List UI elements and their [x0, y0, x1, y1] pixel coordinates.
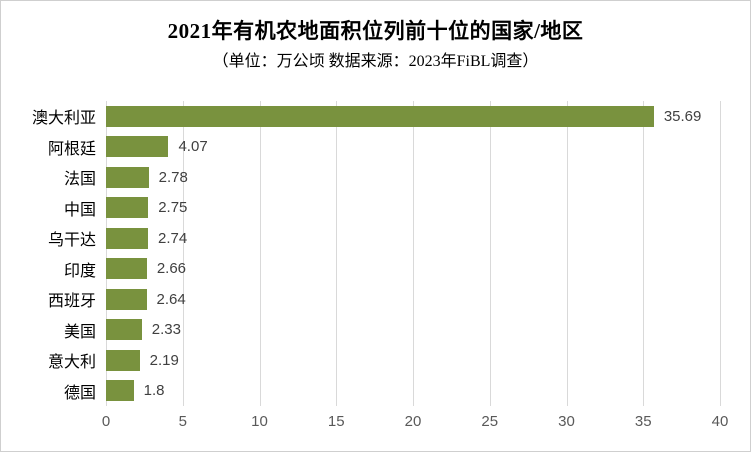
- value-label: 2.75: [158, 199, 188, 217]
- gridline: [336, 101, 338, 406]
- plot-area: 35.69 4.07 2.78 2.75 2.74 2.66 2.64 2.33 2.19 1.8: [106, 101, 721, 406]
- value-axis: 0 5 10 15 20 25 30 35 40: [102, 413, 729, 433]
- gridline: [489, 101, 491, 406]
- gridline: [413, 101, 414, 406]
- gridline: [643, 101, 645, 406]
- x-tick-label: 20: [404, 413, 422, 430]
- x-tick-label: 40: [711, 413, 729, 430]
- bar: [106, 227, 149, 249]
- bar-row: 2.66: [106, 254, 720, 285]
- bar-row: 2.78: [106, 162, 720, 193]
- value-label: 35.69: [663, 107, 702, 125]
- bar: [106, 197, 149, 219]
- bar-row: 1.8: [106, 376, 720, 407]
- gridline: [720, 101, 721, 406]
- value-label: 4.07: [178, 138, 208, 156]
- value-label: 2.66: [156, 260, 187, 278]
- bar: [106, 105, 654, 127]
- bar-row: 2.33: [106, 315, 720, 346]
- category-label: 印度: [63, 262, 96, 280]
- value-label: 2.19: [149, 351, 179, 369]
- value-label: 2.74: [158, 229, 188, 247]
- category-label: 西班牙: [47, 293, 96, 311]
- category-label: 阿根廷: [47, 140, 96, 158]
- category-label: 美国: [63, 323, 96, 341]
- bar: [106, 319, 142, 341]
- gridline: [106, 101, 107, 406]
- bar: [106, 288, 147, 310]
- category-label: 法国: [63, 171, 96, 189]
- category-label: 中国: [63, 201, 96, 219]
- bar-row: 2.19: [106, 345, 720, 376]
- bar: [106, 136, 169, 158]
- bar-row: 2.64: [106, 284, 720, 315]
- chart-title: 2021年有机农地面积位列前十位的国家/地区: [167, 19, 584, 43]
- category-label: 意大利: [47, 354, 96, 372]
- bar: [106, 258, 147, 280]
- bar-row: 4.07: [106, 132, 720, 163]
- category-axis: 澳大利亚阿根廷法国中国乌干达印度西班牙美国意大利德国: [1, 101, 96, 406]
- value-label: 2.78: [158, 168, 188, 186]
- x-tick-label: 35: [634, 413, 652, 430]
- x-tick-label: 0: [101, 413, 111, 430]
- bar: [106, 349, 140, 371]
- value-label: 1.8: [143, 382, 165, 400]
- x-tick-label: 25: [481, 413, 499, 430]
- bar-row: 2.75: [106, 193, 720, 224]
- value-label: 2.33: [151, 321, 181, 339]
- x-tick-label: 30: [558, 413, 575, 430]
- x-tick-label: 10: [251, 413, 268, 430]
- bar: [106, 166, 149, 188]
- bar-row: 35.69: [106, 101, 720, 132]
- gridline: [566, 101, 568, 406]
- gridline: [182, 101, 184, 406]
- category-label: 乌干达: [47, 232, 96, 250]
- bar-rows: 35.69 4.07 2.78 2.75 2.74 2.66 2.64 2.33 2.19 1.8: [106, 101, 720, 406]
- chart-subtitle: （单位：万公顷 数据来源：2023年FiBL调查）: [212, 53, 539, 70]
- bar: [106, 380, 134, 402]
- x-tick-label: 5: [178, 413, 187, 430]
- category-label: 澳大利亚: [31, 110, 96, 128]
- bar-row: 2.74: [106, 223, 720, 254]
- category-label: 德国: [63, 384, 96, 402]
- gridline: [259, 101, 261, 406]
- x-tick-label: 15: [327, 413, 345, 430]
- value-label: 2.64: [156, 290, 186, 308]
